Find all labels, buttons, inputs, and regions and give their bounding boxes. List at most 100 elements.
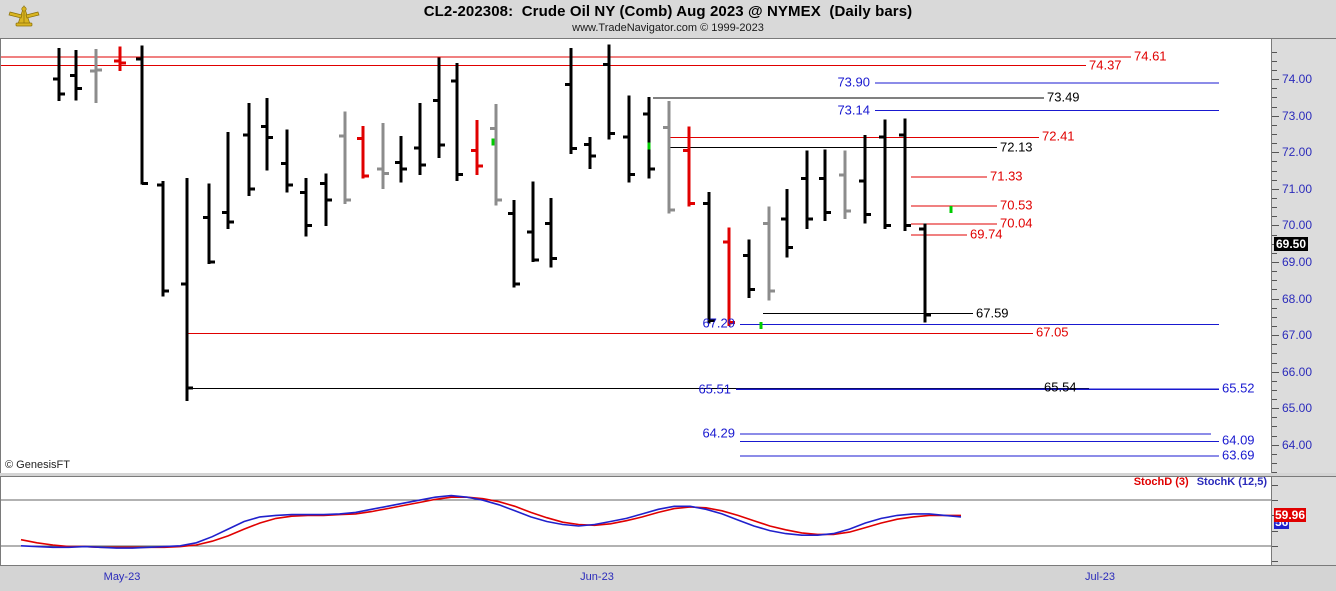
ohlc-bar[interactable] [603, 44, 615, 140]
ohlc-bar[interactable] [819, 149, 831, 222]
ohlc-bar[interactable] [663, 101, 675, 214]
price-level-label: 65.54 [1044, 379, 1077, 395]
price-tick-label: 65.00 [1282, 401, 1313, 416]
price-tick-label: 71.00 [1282, 181, 1313, 196]
price-level-label: 65.52 [1222, 380, 1255, 396]
price-minor-tick [1272, 170, 1277, 172]
ohlc-bar[interactable] [781, 188, 793, 258]
price-minor-tick [1272, 380, 1277, 382]
ohlc-bar[interactable] [203, 183, 215, 264]
price-level-label: 67.59 [976, 305, 1009, 321]
ohlc-bar[interactable] [743, 239, 755, 298]
price-minor-tick [1272, 124, 1277, 126]
price-minor-tick [1272, 435, 1277, 437]
ohlc-bar[interactable] [919, 223, 931, 323]
ohlc-bar[interactable] [623, 95, 635, 183]
ohlc-bar[interactable] [395, 135, 407, 183]
ohlc-bar[interactable] [243, 102, 255, 197]
green-close-marker [647, 142, 651, 150]
price-minor-tick [1272, 280, 1277, 282]
ohlc-bar[interactable] [70, 49, 82, 101]
ohlc-bar[interactable] [859, 134, 871, 224]
page-title: CL2-202308: Crude Oil NY (Comb) Aug 2023… [423, 3, 913, 20]
legend-stochd[interactable]: StochD (3) [1133, 476, 1189, 488]
ohlc-bar[interactable] [377, 123, 389, 189]
date-axis[interactable]: May-23 Jun-23 Jul-23 [0, 565, 1336, 591]
ohlc-bar[interactable] [545, 198, 557, 268]
price-minor-tick [1272, 88, 1277, 90]
ohlc-bar[interactable] [339, 111, 351, 205]
price-level-label: 73.90 [837, 74, 870, 90]
last-price-badge: 69.50 [1274, 236, 1309, 251]
stochk-line[interactable] [20, 494, 962, 549]
green-close-marker [949, 205, 953, 213]
price-minor-tick [1272, 399, 1277, 401]
ohlc-bar[interactable] [763, 206, 775, 301]
ohlc-bar[interactable] [433, 57, 445, 158]
chart-subtitle: www.TradeNavigator.com © 1999-2023 [572, 22, 764, 34]
ohlc-bar[interactable] [281, 129, 293, 193]
ohlc-bar[interactable] [471, 120, 483, 175]
price-chart-pane[interactable]: © GenesisFT [0, 38, 1271, 473]
price-level-label: 74.37 [1089, 57, 1122, 73]
price-level-label: 65.51 [698, 381, 731, 397]
price-minor-tick [1272, 426, 1277, 428]
ohlc-bar[interactable] [723, 227, 735, 326]
ohlc-bar[interactable] [300, 177, 312, 237]
price-level-label: 70.53 [1000, 197, 1033, 213]
price-tick-mark [1272, 152, 1279, 154]
ohlc-bar[interactable] [157, 180, 169, 297]
price-minor-tick [1272, 51, 1277, 53]
price-minor-tick [1272, 234, 1277, 236]
price-tick-mark [1272, 115, 1279, 117]
stochd-line[interactable] [20, 496, 961, 549]
ohlc-bar[interactable] [527, 181, 539, 262]
price-tick-mark [1272, 335, 1279, 337]
price-minor-tick [1272, 207, 1277, 209]
ohlc-bar[interactable] [53, 48, 65, 102]
ohlc-bar[interactable] [451, 62, 463, 181]
ohlc-bar[interactable] [114, 46, 126, 72]
ohlc-bar[interactable] [357, 126, 369, 179]
ohlc-bar[interactable] [879, 119, 891, 230]
price-level-label: 67.29 [702, 315, 735, 331]
date-axis-label: May-23 [103, 571, 141, 583]
price-minor-tick [1272, 97, 1277, 99]
price-level-label: 63.69 [1222, 447, 1255, 463]
price-minor-tick [1272, 70, 1277, 72]
ohlc-bar[interactable] [703, 191, 715, 324]
price-minor-tick [1272, 417, 1277, 419]
price-axis[interactable]: 74.00 73.00 72.00 71.00 70.00 69.00 68.00 67.00… [1271, 38, 1336, 474]
price-level-label: 64.09 [1222, 432, 1255, 448]
ohlc-bar[interactable] [508, 199, 520, 288]
ohlc-bar[interactable] [565, 48, 577, 155]
ohlc-bar[interactable] [181, 177, 193, 401]
ohlc-bar[interactable] [584, 136, 596, 169]
indicator-axis[interactable]: 56 59.96 [1271, 476, 1336, 565]
ohlc-bar[interactable] [683, 126, 695, 207]
ohlc-bar[interactable] [490, 104, 502, 206]
ohlc-bar[interactable] [801, 150, 813, 230]
ohlc-bar[interactable] [261, 98, 273, 171]
price-tick-mark [1272, 79, 1279, 81]
price-tick-mark [1272, 444, 1279, 446]
price-minor-tick [1272, 362, 1277, 364]
ohlc-bar[interactable] [320, 173, 332, 227]
price-level-label: 70.04 [1000, 215, 1033, 231]
stochastic-indicator-pane[interactable]: StochD (3) StochK (12,5) [0, 476, 1271, 565]
price-minor-tick [1272, 179, 1277, 181]
ohlc-bar[interactable] [643, 96, 655, 179]
ohlc-bar[interactable] [414, 102, 426, 175]
ohlc-bar[interactable] [899, 118, 911, 231]
ohlc-bar[interactable] [90, 49, 102, 103]
price-tick-label: 72.00 [1282, 145, 1313, 160]
ohlc-bar[interactable] [222, 132, 234, 230]
price-level-label: 73.14 [837, 102, 870, 118]
ohlc-bar[interactable] [136, 45, 148, 185]
price-tick-mark [1272, 225, 1279, 227]
ohlc-bar[interactable] [839, 150, 851, 219]
price-level-label: 72.41 [1042, 128, 1075, 144]
legend-stochk[interactable]: StochK (12,5) [1196, 476, 1267, 488]
price-level-label: 67.05 [1036, 324, 1069, 340]
price-minor-tick [1272, 463, 1277, 465]
